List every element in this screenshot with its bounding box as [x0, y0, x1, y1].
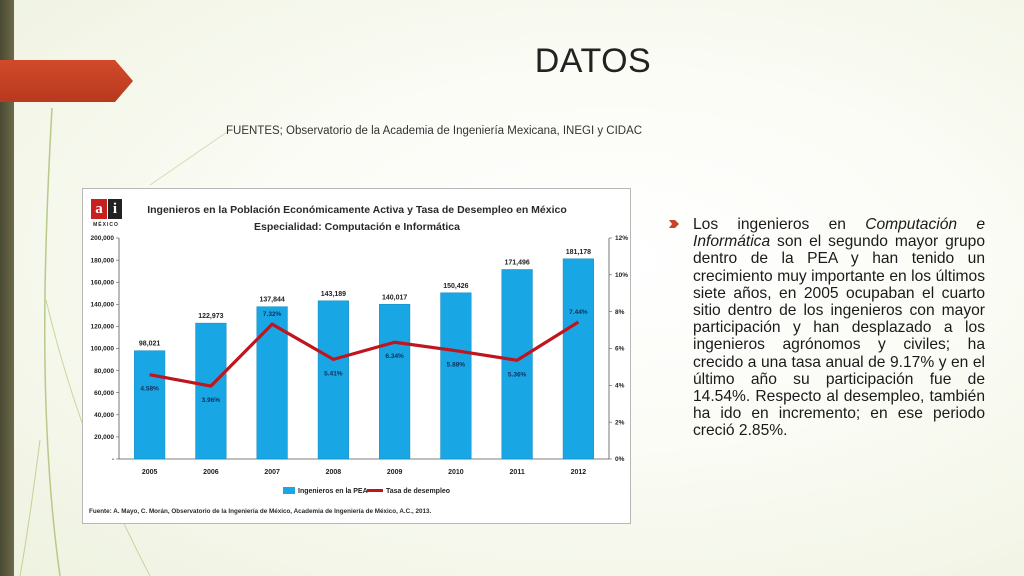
line-value-label: 5.36% [508, 371, 527, 378]
x-axis-tick-label: 2008 [326, 469, 342, 476]
right-axis-tick-label: 8% [615, 309, 625, 316]
left-axis-tick-label: 20,000 [94, 434, 114, 441]
left-axis-tick-label: 40,000 [94, 412, 114, 419]
bullet-list: Los ingenieros en Computación e Informát… [669, 216, 985, 440]
unemployment-line [149, 320, 580, 388]
line-value-label: 6.34% [385, 353, 404, 360]
left-axis-tick-label: 100,000 [91, 346, 115, 353]
slide-title: DATOS [534, 42, 652, 80]
chart-svg: Ingenieros en la Población Económicament… [89, 204, 628, 515]
sources-text: FUENTES; Observatorio de la Academia de … [226, 125, 643, 137]
x-axis-tick-label: 2009 [387, 469, 403, 476]
left-axis-tick-label: 140,000 [91, 302, 115, 309]
x-axis-tick-label: 2005 [142, 469, 158, 476]
bullet-text-italic: Computación e Informática [693, 216, 985, 251]
bar [256, 306, 288, 460]
bar [440, 292, 472, 460]
bullet-text-end: son el segundo mayor grupo dentro de la … [693, 233, 985, 440]
bar-value-label: 122,973 [198, 313, 223, 320]
left-axis-tick-label: 200,000 [91, 235, 115, 242]
bar-value-label: 98,021 [139, 341, 161, 348]
bar [195, 322, 227, 460]
arrow-bullet-icon [669, 220, 679, 228]
bar-value-label: 150,426 [443, 283, 468, 290]
bar-value-label: 137,844 [259, 297, 284, 304]
left-axis-tick-label: 180,000 [91, 257, 115, 264]
left-axis-tick-label: 60,000 [94, 390, 114, 397]
bar [379, 304, 411, 460]
legend-bar-swatch [283, 487, 295, 494]
x-axis-tick-label: 2006 [203, 469, 219, 476]
chart-image: a i MÉXICO Ingenieros en la Población Ec… [82, 188, 631, 524]
bar [562, 258, 594, 460]
bullet-paragraph: Los ingenieros en Computación e Informát… [693, 216, 985, 440]
x-axis-tick-label: 2007 [264, 469, 280, 476]
left-axis-tick-label: 120,000 [91, 324, 115, 331]
x-axis-tick-label: 2010 [448, 469, 464, 476]
legend-bar-label: Ingenieros en la PEA [298, 488, 368, 495]
bar [501, 269, 533, 460]
bar [134, 350, 166, 460]
academia-logo: a i MÉXICO [89, 197, 123, 231]
line-value-label: 7.32% [263, 311, 282, 318]
bar-value-label: 181,178 [566, 249, 591, 256]
left-axis-tick-label: 160,000 [91, 279, 115, 286]
bar-value-label: 143,189 [321, 291, 346, 298]
logo-letter-a: a [95, 201, 103, 217]
logo-letter-i: i [112, 201, 118, 217]
line-value-label: 5.88% [447, 362, 466, 369]
right-axis-tick-label: 12% [615, 235, 628, 242]
line-value-label: 4.58% [140, 386, 159, 393]
bullet-text-start: Los ingenieros en [693, 216, 866, 233]
right-axis-tick-label: 10% [615, 272, 628, 279]
right-axis-tick-label: 4% [615, 383, 625, 390]
chart-subtitle: Especialidad: Computación e Informática [254, 221, 460, 233]
x-axis-tick-label: 2012 [571, 469, 587, 476]
line-value-label: 3.96% [202, 397, 221, 404]
bar-value-label: 171,496 [504, 259, 529, 266]
left-axis-tick-label: 80,000 [94, 368, 114, 375]
right-axis-tick-label: 6% [615, 346, 625, 353]
bar-value-label: 140,017 [382, 294, 407, 301]
title-accent-arrow [0, 60, 133, 102]
left-axis-tick-label: - [112, 456, 114, 463]
left-decorative-band [0, 0, 14, 576]
chart-title: Ingenieros en la Población Económicament… [147, 204, 567, 216]
bar [317, 300, 349, 460]
line-value-label: 7.44% [569, 309, 588, 316]
chart-footnote: Fuente: A. Mayo, C. Morán, Observatorio … [89, 508, 431, 515]
x-axis-tick-label: 2011 [510, 469, 525, 476]
right-axis-tick-label: 0% [615, 456, 625, 463]
logo-subtitle: MÉXICO [93, 222, 119, 228]
right-axis-tick-label: 2% [615, 419, 625, 426]
legend-line-label: Tasa de desempleo [386, 488, 450, 495]
line-value-label: 5.41% [324, 370, 343, 377]
